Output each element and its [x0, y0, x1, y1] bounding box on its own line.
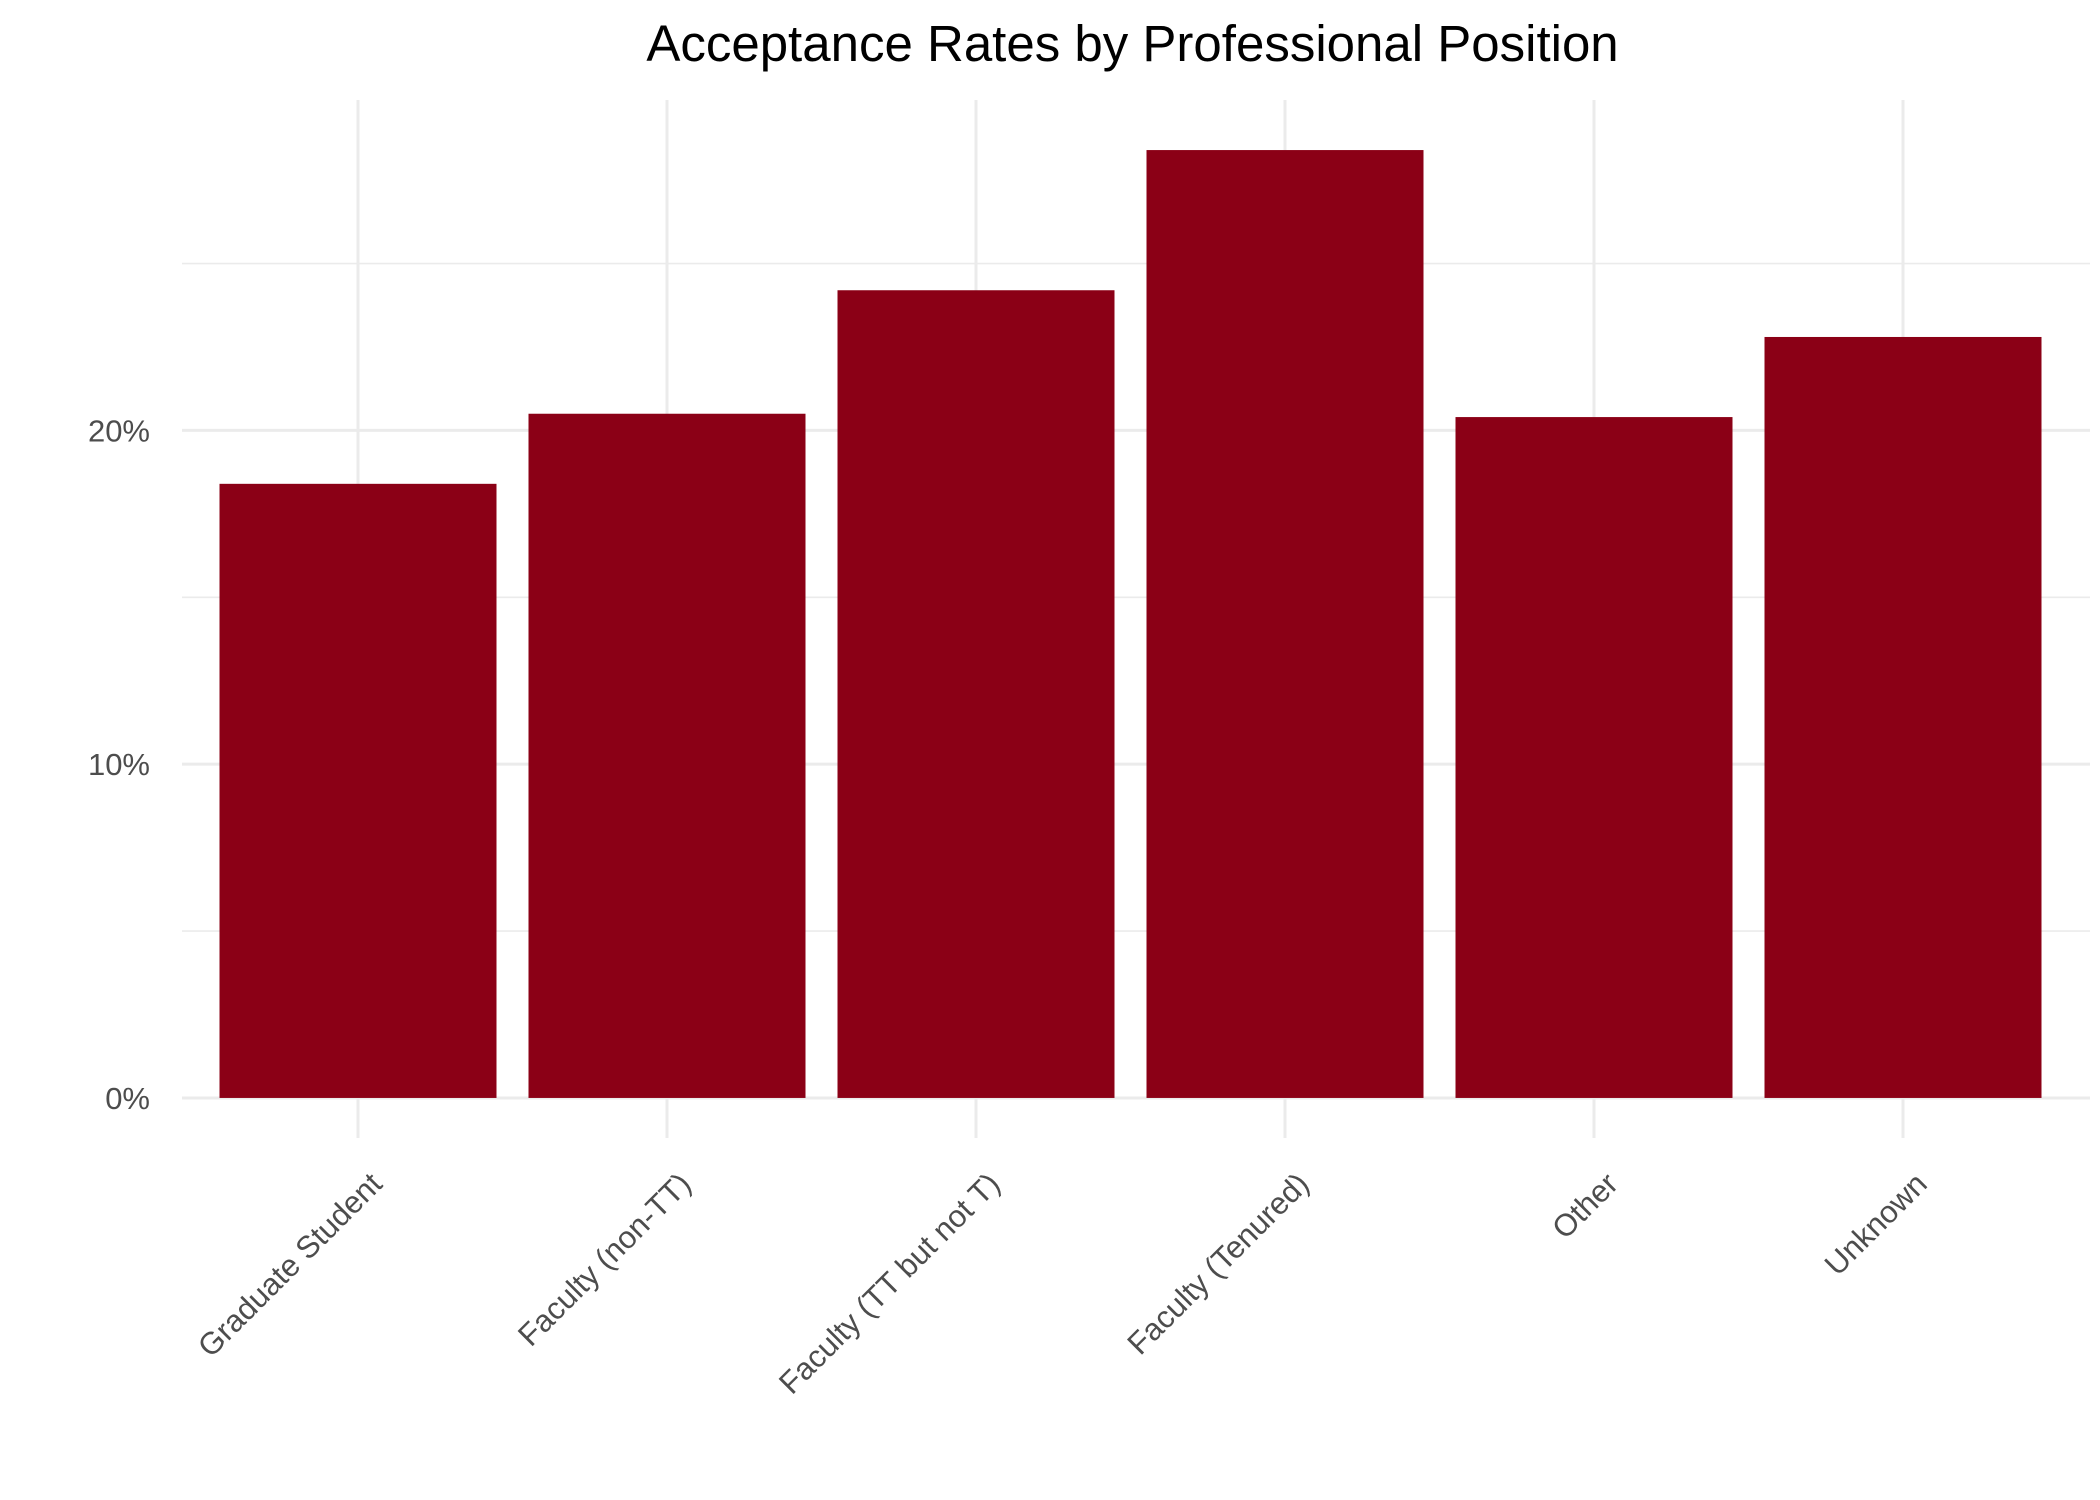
x-tick-label: Other: [1545, 1166, 1625, 1246]
bar: [1764, 336, 2042, 1098]
y-tick-label: 0%: [105, 1081, 150, 1116]
chart-title: Acceptance Rates by Professional Positio…: [646, 15, 1619, 72]
bar: [1146, 150, 1424, 1098]
y-tick-label: 20%: [88, 413, 150, 448]
x-tick-label: Graduate Student: [191, 1166, 389, 1364]
bar-layer: [219, 150, 2042, 1098]
y-axis-ticks: 0% 10% 20%: [88, 413, 150, 1116]
x-tick-label: Faculty (non-TT): [511, 1166, 698, 1353]
x-axis-ticks: Graduate Student Faculty (non-TT) Faculty …: [191, 1166, 1934, 1401]
bar: [837, 290, 1115, 1098]
x-tick-label: Faculty (TT but not T): [772, 1166, 1007, 1401]
bar: [1455, 417, 1733, 1098]
x-tick-label: Unknown: [1818, 1166, 1934, 1282]
y-tick-label: 10%: [88, 747, 150, 782]
bar: [219, 483, 497, 1098]
x-tick-label: Faculty (Tenured): [1120, 1166, 1315, 1361]
bar: [528, 413, 806, 1098]
